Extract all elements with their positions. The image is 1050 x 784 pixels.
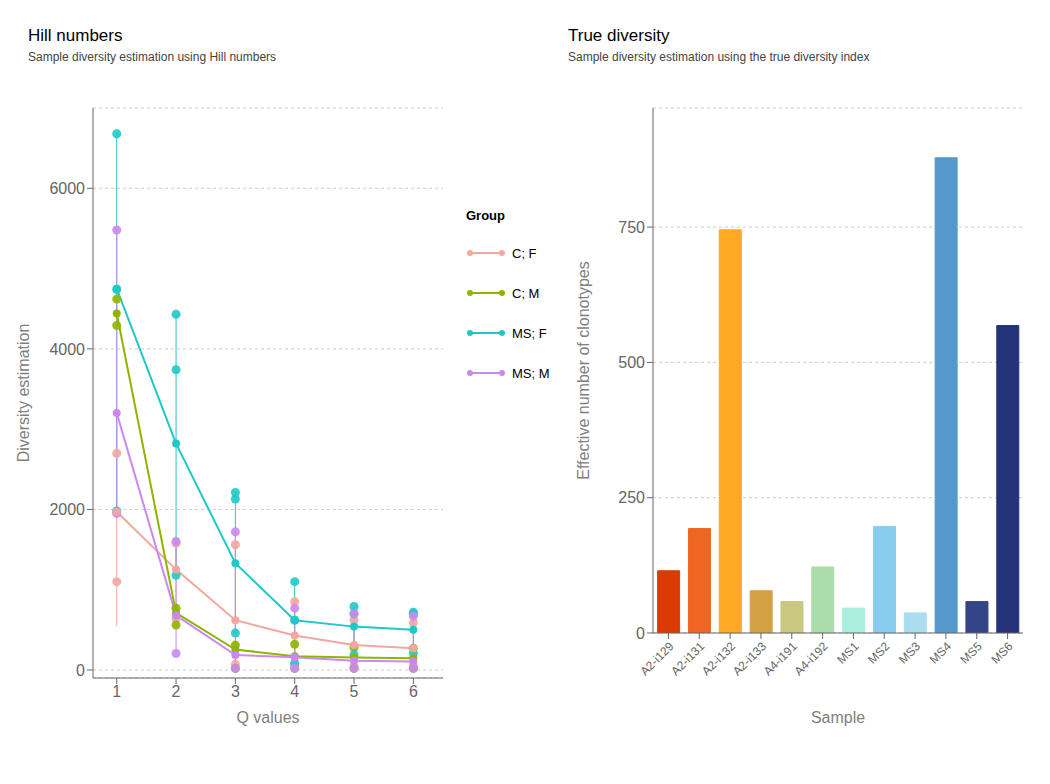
svg-text:A2-i133: A2-i133 [729,639,770,679]
svg-text:4000: 4000 [49,341,85,358]
svg-text:MS2: MS2 [865,639,893,667]
html-text:MS; M: MS; M [512,365,550,381]
html-text:Sample diversity estimation us: Sample diversity estimation using Hill n… [28,50,277,64]
html-text:C; M: C; M [512,285,540,301]
svg-text:0: 0 [76,662,85,679]
svg-text:500: 500 [618,354,645,371]
html-text:Group: Group [466,208,505,223]
svg-text:Q values: Q values [236,709,299,726]
svg-text:A4-i192: A4-i192 [792,639,831,678]
svg-text:MS1: MS1 [834,639,862,667]
svg-text:0: 0 [636,625,645,642]
svg-text:A2-i131: A2-i131 [668,639,708,679]
svg-text:MS4: MS4 [927,639,955,667]
svg-text:4: 4 [290,683,299,700]
svg-text:750: 750 [618,219,645,236]
html-text:C; F: C; F [512,245,537,261]
svg-text:6000: 6000 [49,180,85,197]
svg-text:5: 5 [350,683,359,700]
svg-text:Effective number of clonotypes: Effective number of clonotypes [575,261,592,480]
svg-text:1: 1 [112,683,121,700]
svg-text:MS6: MS6 [988,639,1016,667]
svg-text:MS3: MS3 [896,639,924,667]
html-text:Sample diversity estimation us: Sample diversity estimation using the tr… [568,50,870,64]
svg-text:6: 6 [409,683,418,700]
html-text:Hill numbers: Hill numbers [28,26,123,45]
svg-text:Diversity estimation: Diversity estimation [15,324,32,463]
html-text:True diversity: True diversity [568,26,670,45]
svg-text:3: 3 [231,683,240,700]
svg-text:2: 2 [172,683,181,700]
svg-text:Sample: Sample [811,709,865,726]
svg-text:MS5: MS5 [958,639,986,667]
svg-text:A2-i132: A2-i132 [699,639,739,679]
svg-text:250: 250 [618,489,645,506]
svg-text:2000: 2000 [49,501,85,518]
svg-text:A2-i129: A2-i129 [637,639,677,679]
svg-text:A4-i191: A4-i191 [760,639,800,679]
html-text:MS; F: MS; F [512,325,547,341]
